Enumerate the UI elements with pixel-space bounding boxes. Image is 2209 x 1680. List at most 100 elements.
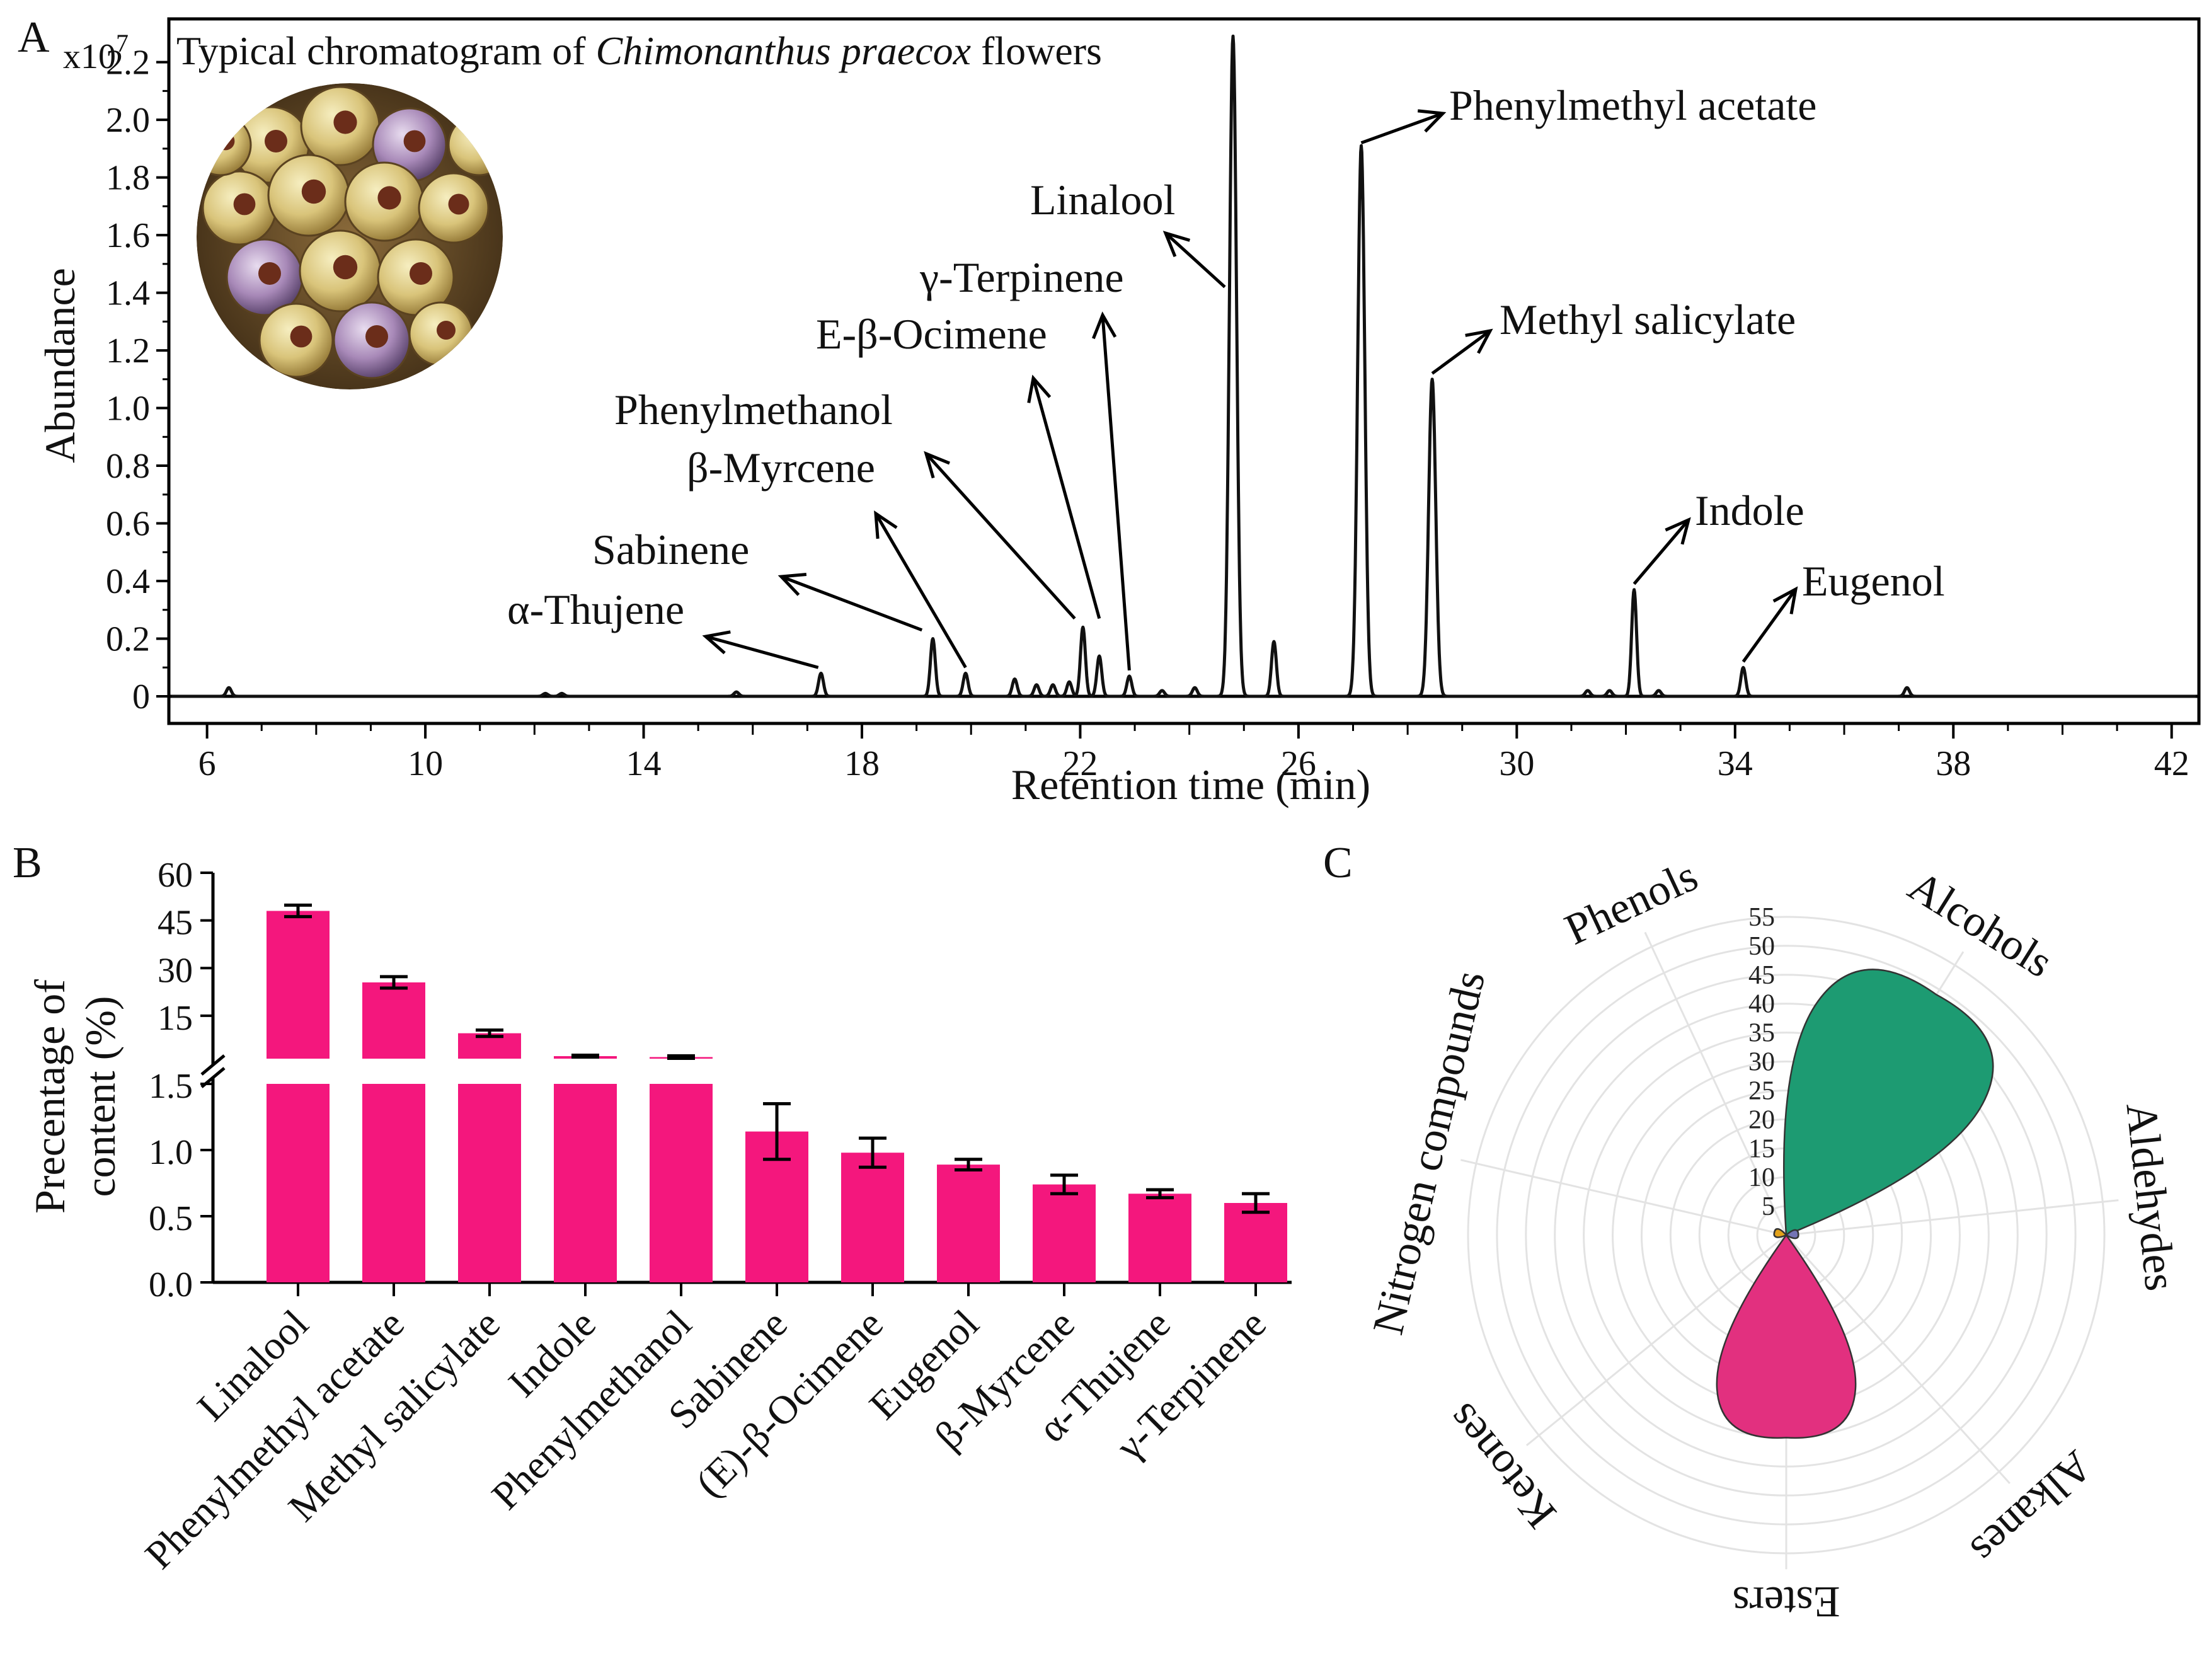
bar-y-axis-title-line2: content (%): [76, 996, 124, 1197]
x-tick-label: 14: [626, 744, 662, 783]
radar-axis-label-alcohols: Alcohols: [1900, 861, 2061, 987]
radar-tick-label: 10: [1748, 1163, 1775, 1192]
peak-arrow-phenylmethanol: [925, 452, 1076, 620]
radar-tick-label: 55: [1748, 903, 1775, 932]
radar-axis-label-alkanes: Alkanes: [1961, 1441, 2101, 1574]
radar-axis-label-esters: Esters: [1732, 1577, 1840, 1626]
bar-methyl-salicylate: [458, 1084, 521, 1282]
y-tick-label: 0.2: [106, 620, 150, 659]
radar-tick-label: 40: [1748, 990, 1775, 1019]
flower-bud-center: [290, 325, 313, 348]
peak-label-phenylmethanol: Phenylmethanol: [614, 386, 893, 434]
peak-arrowhead: [1162, 231, 1191, 258]
radar-tick-label: 25: [1748, 1076, 1775, 1105]
x-tick-label: 30: [1499, 744, 1534, 783]
peak-label-sabinene: Sabinene: [592, 526, 749, 573]
peak-label-thujene: α-Thujene: [507, 585, 684, 633]
peak-arrow-sabinene: [781, 575, 923, 632]
bar-terpinene: [1224, 1203, 1287, 1282]
radar-spoke: [1525, 1234, 1787, 1446]
peak-arrow-terpinene: [1101, 314, 1131, 671]
peak-arrowhead: [1772, 586, 1798, 614]
bar-y-tick-label: 45: [158, 904, 193, 943]
peak-arrowhead: [1092, 311, 1117, 340]
radar-tick-label: 15: [1748, 1134, 1775, 1163]
radar-petal-esters: [1716, 1233, 1857, 1439]
flower-bud-center: [448, 193, 469, 215]
radar-tick-label: 30: [1748, 1048, 1775, 1077]
y-tick-label: 1.8: [106, 159, 150, 198]
radar-spoke: [1644, 931, 1787, 1236]
radar-spoke: [1460, 1159, 1787, 1236]
y-tick-label: 1.4: [106, 274, 150, 313]
peak-label-eugenol: Eugenol: [1802, 557, 1945, 605]
radar-axis-label-ketones: Ketones: [1437, 1395, 1566, 1538]
peak-label-indole: Indole: [1695, 486, 1804, 534]
radar-tick-label: 50: [1748, 932, 1775, 961]
peak-label-linalool: Linalool: [1030, 176, 1175, 224]
peak-arrowhead: [874, 510, 898, 539]
bar-phenylmethanol: [650, 1084, 713, 1282]
x-tick-label: 38: [1936, 744, 1971, 783]
panel-c-letter: C: [1323, 839, 1353, 887]
bar-thujene: [1128, 1194, 1191, 1282]
peak-arrow-myrcene: [874, 512, 967, 669]
x-tick-label: 18: [844, 744, 880, 783]
radar-petal-alcohols: [1782, 969, 1994, 1236]
peak-label-terpinene: γ-Terpinene: [919, 253, 1124, 301]
radar-tick-label: 5: [1762, 1192, 1775, 1221]
bar-upper-phenylmethyl-acetate: [362, 982, 425, 1059]
flower-bud-center: [474, 132, 493, 151]
x-tick-label: 10: [408, 744, 443, 783]
bar-chart: 0.00.51.01.515304560LinaloolPhenylmethyl…: [136, 856, 1292, 1577]
radar-petal-nitrogen-compounds: [1773, 1228, 1788, 1238]
peak-arrow-e-ocimene: [1031, 377, 1101, 619]
flower-bud-shape: [447, 113, 503, 176]
bar-y-tick-label: 1.0: [149, 1133, 193, 1172]
chromatogram-plot-frame: [167, 17, 2201, 725]
flower-bud-center: [216, 132, 235, 151]
chromatogram-title: Typical chromatogram of Chimonanthus pra…: [176, 28, 1102, 73]
flower-bud-center: [265, 130, 287, 152]
peak-label-methyl-salicylate: Methyl salicylate: [1500, 296, 1796, 343]
bar-y-tick-label: 30: [158, 951, 193, 990]
chromatogram-y-axis-title: Abundance: [36, 268, 84, 463]
flower-bud-center: [333, 255, 358, 280]
peak-arrow-indole: [1632, 519, 1690, 585]
flower-bud-center: [365, 325, 388, 348]
bar-phenylmethyl-acetate: [362, 1084, 425, 1282]
y-tick-label: 0: [132, 677, 150, 716]
bar-indole: [554, 1084, 617, 1282]
radar-axis-label-nitrogen-compounds: Nitrogen compounds: [1364, 967, 1495, 1339]
x-tick-label: 26: [1281, 744, 1316, 783]
peak-arrow-eugenol: [1741, 588, 1798, 663]
peak-label-phenylmethyl-acetate: Phenylmethyl acetate: [1449, 81, 1816, 129]
flower-bud-center: [333, 110, 357, 134]
peak-label-e-ocimene: E-β-Ocimene: [816, 310, 1047, 358]
y-tick-label: 2.2: [106, 43, 150, 83]
peak-label-myrcene: β-Myrcene: [687, 444, 875, 492]
peak-arrow-methyl-salicylate: [1431, 329, 1491, 375]
y-tick-label: 1.6: [106, 216, 150, 255]
chromatogram-x-axis-title: Retention time (min): [1011, 761, 1370, 808]
flower-bud-center: [258, 262, 281, 285]
y-multiplier-base: x10: [63, 37, 116, 76]
flower-bud-center: [403, 130, 426, 152]
radar-spoke: [1785, 1234, 2011, 1485]
flower-buds-photo: [197, 83, 503, 389]
y-multiplier: x107: [63, 29, 129, 76]
flower-bud-shape: [197, 113, 252, 176]
flower-bud-center: [437, 321, 456, 340]
chromatogram-panel: A x107 Typical chromatogram of Chimonant…: [18, 13, 2201, 808]
y-tick-label: 1.2: [106, 331, 150, 371]
radar-axis-label-phenols: Phenols: [1558, 851, 1705, 954]
radar-petal-aldehydes: [1784, 1229, 1799, 1240]
panel-a-letter: A: [18, 13, 50, 62]
bar-y-axis-title-line1: Precentage of: [26, 979, 74, 1214]
bar-upper-linalool: [267, 911, 330, 1059]
bar-y-tick-label: 0.0: [149, 1265, 193, 1304]
peak-arrow-linalool: [1164, 232, 1226, 289]
peak-arrowhead: [1417, 109, 1447, 133]
